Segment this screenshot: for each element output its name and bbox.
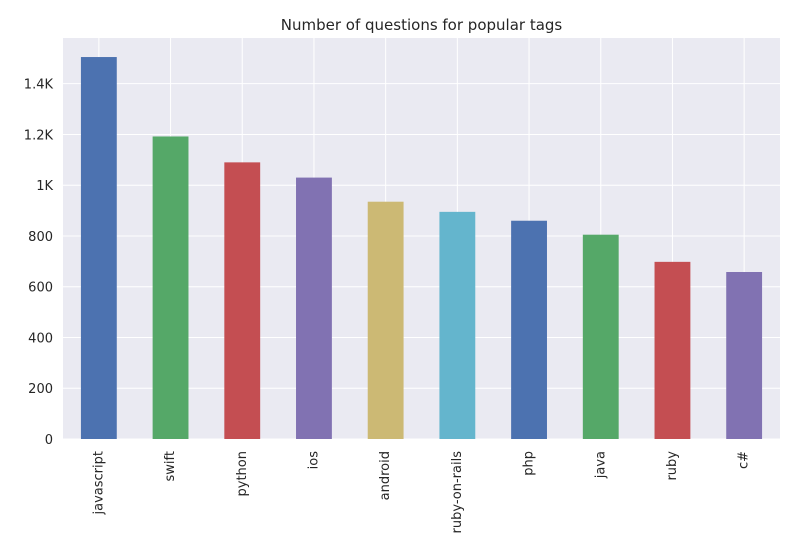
bar-android [367,201,404,439]
bar-python [224,162,261,439]
y-tick-label: 1.2K [24,128,54,143]
bar-javascript [80,57,117,439]
bar-swift [152,136,189,439]
y-tick-label: 1K [36,179,53,194]
x-tick-label: swift [163,451,178,481]
bar-ruby-on-rails [439,211,476,439]
chart-title: Number of questions for popular tags [281,16,563,34]
y-tick-label: 1.4K [24,78,54,93]
x-tick-label: android [378,451,393,500]
x-tick-label: ios [306,451,321,470]
bar-c# [726,272,763,439]
x-tick-label: ruby [665,451,680,481]
bar-java [582,234,619,439]
x-tick-label: ruby-on-rails [450,451,465,534]
bar-ruby [654,261,691,439]
x-tick-label: c# [737,451,752,469]
x-tick-label: python [235,451,250,496]
x-tick-label: php [522,451,537,476]
x-tick-label: javascript [91,451,106,515]
bars [80,57,763,439]
y-tick-label: 200 [28,382,53,397]
x-tick-label: java [593,451,608,479]
bar-php [511,220,547,439]
y-tick-label: 0 [45,433,53,448]
y-tick-label: 400 [28,331,53,346]
y-tick-label: 800 [28,230,53,245]
x-axis-ticks: javascript swift python ios android ruby-on-r… [91,451,751,534]
bar-ios [296,177,332,439]
y-tick-label: 600 [28,281,53,296]
y-axis-ticks: 0 200 400 600 800 1K 1.2K 1.4K [24,78,54,448]
